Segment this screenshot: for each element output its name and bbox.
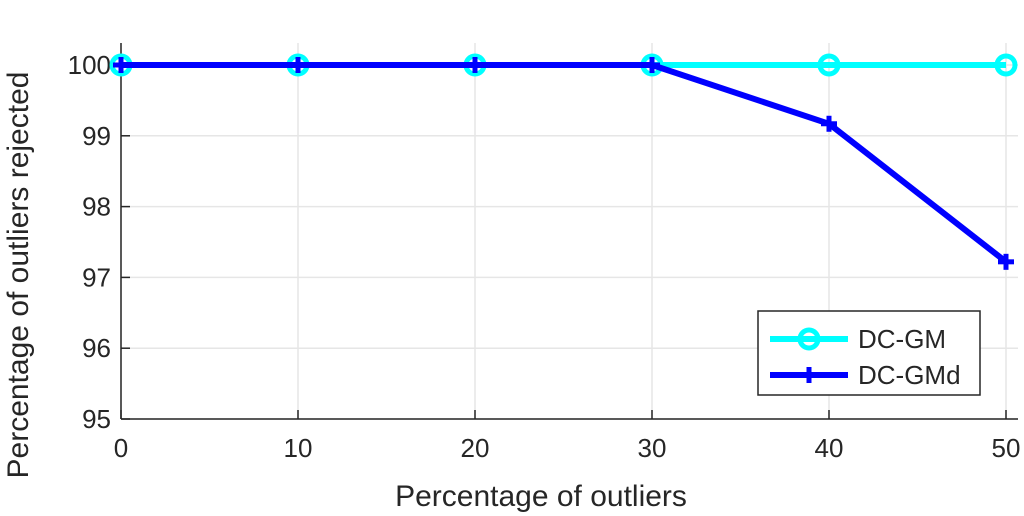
axes [120, 43, 1018, 420]
data-point-plus [801, 367, 817, 383]
x-tick-label: 40 [815, 433, 844, 463]
data-point-circle [994, 53, 1018, 77]
y-tick-label: 99 [82, 121, 111, 151]
data-point-circle [817, 53, 841, 77]
x-tick-label: 20 [461, 433, 490, 463]
x-tick-label: 30 [638, 433, 667, 463]
y-tick-label: 95 [82, 404, 111, 434]
y-tick-label: 98 [82, 192, 111, 222]
legend-label: DC-GMd [858, 360, 961, 390]
legend: DC-GM DC-GMd [757, 310, 981, 396]
data-point-circle [797, 327, 821, 351]
y-tick-label: 100 [68, 50, 111, 80]
legend-item-2: DC-GMd [770, 360, 961, 390]
data-point-plus [467, 57, 483, 73]
legend-label: DC-GM [858, 324, 946, 354]
series-line [121, 62, 1008, 265]
y-tick-label: 97 [82, 262, 111, 292]
x-tick-label: 50 [992, 433, 1021, 463]
data-point-plus [821, 115, 837, 132]
data-point-plus [290, 57, 306, 73]
y-axis-label: Percentage of outliers rejected [2, 72, 35, 479]
x-tick-label: 0 [114, 433, 128, 463]
legend-box [757, 310, 981, 396]
data-point-plus [113, 57, 129, 73]
x-tick-label: 10 [284, 433, 313, 463]
data-point-plus [998, 253, 1014, 270]
series-group [109, 53, 1018, 270]
tick-labels: 0 10 20 30 40 50 95 96 97 98 99 100 [68, 50, 1021, 463]
x-axis-label: Percentage of outliers [395, 480, 687, 513]
data-point-plus [644, 57, 660, 73]
y-tick-label: 96 [82, 333, 111, 363]
series-2 [113, 57, 1014, 270]
legend-item-1: DC-GM [770, 324, 946, 354]
